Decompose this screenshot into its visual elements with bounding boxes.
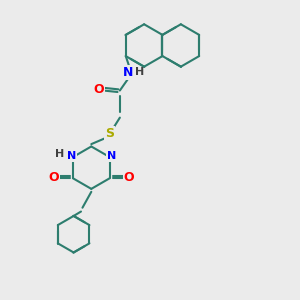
Text: H: H xyxy=(135,67,145,77)
Text: N: N xyxy=(67,152,76,161)
Text: O: O xyxy=(93,83,104,96)
Text: S: S xyxy=(105,127,114,140)
Text: N: N xyxy=(106,152,116,161)
Text: O: O xyxy=(124,171,134,184)
Text: N: N xyxy=(123,66,133,79)
Text: O: O xyxy=(48,171,59,184)
Text: H: H xyxy=(55,148,64,158)
